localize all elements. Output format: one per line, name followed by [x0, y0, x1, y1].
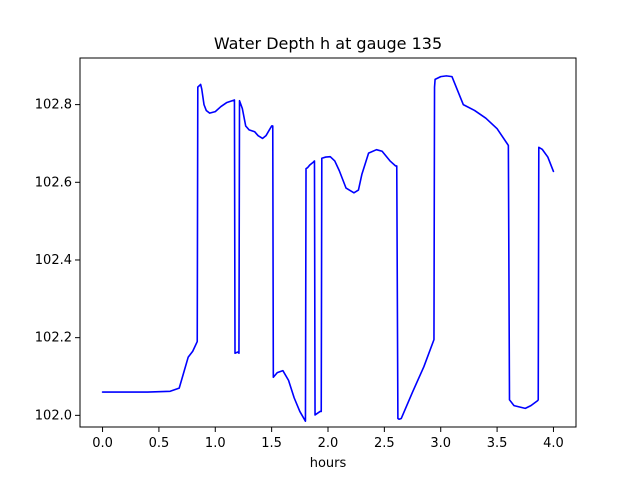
- x-axis: 0.0 0.5 1.0 1.5 2.0 2.5 3.0 3.5 4.0: [92, 427, 564, 451]
- y-tick-label: 102.0: [35, 408, 72, 423]
- x-tick-label: 4.0: [543, 436, 564, 451]
- chart-title: Water Depth h at gauge 135: [214, 34, 442, 53]
- x-tick-label: 3.5: [487, 436, 508, 451]
- x-tick-label: 1.0: [205, 436, 226, 451]
- x-tick-label: 0.0: [92, 436, 113, 451]
- x-tick-label: 2.0: [318, 436, 339, 451]
- x-tick-label: 1.5: [261, 436, 282, 451]
- series-layer: [101, 75, 555, 422]
- plot-area: [80, 58, 576, 427]
- y-tick-label: 102.4: [35, 253, 72, 268]
- x-tick-label: 3.0: [430, 436, 451, 451]
- y-tick-label: 102.8: [35, 98, 72, 113]
- x-tick-label: 2.5: [374, 436, 395, 451]
- x-tick-label: 0.5: [149, 436, 170, 451]
- x-axis-label: hours: [310, 456, 347, 471]
- y-axis: 102.0 102.2 102.4 102.6 102.8: [35, 98, 80, 423]
- series-line: [101, 75, 555, 422]
- y-tick-label: 102.2: [35, 331, 72, 346]
- y-tick-label: 102.6: [35, 175, 72, 190]
